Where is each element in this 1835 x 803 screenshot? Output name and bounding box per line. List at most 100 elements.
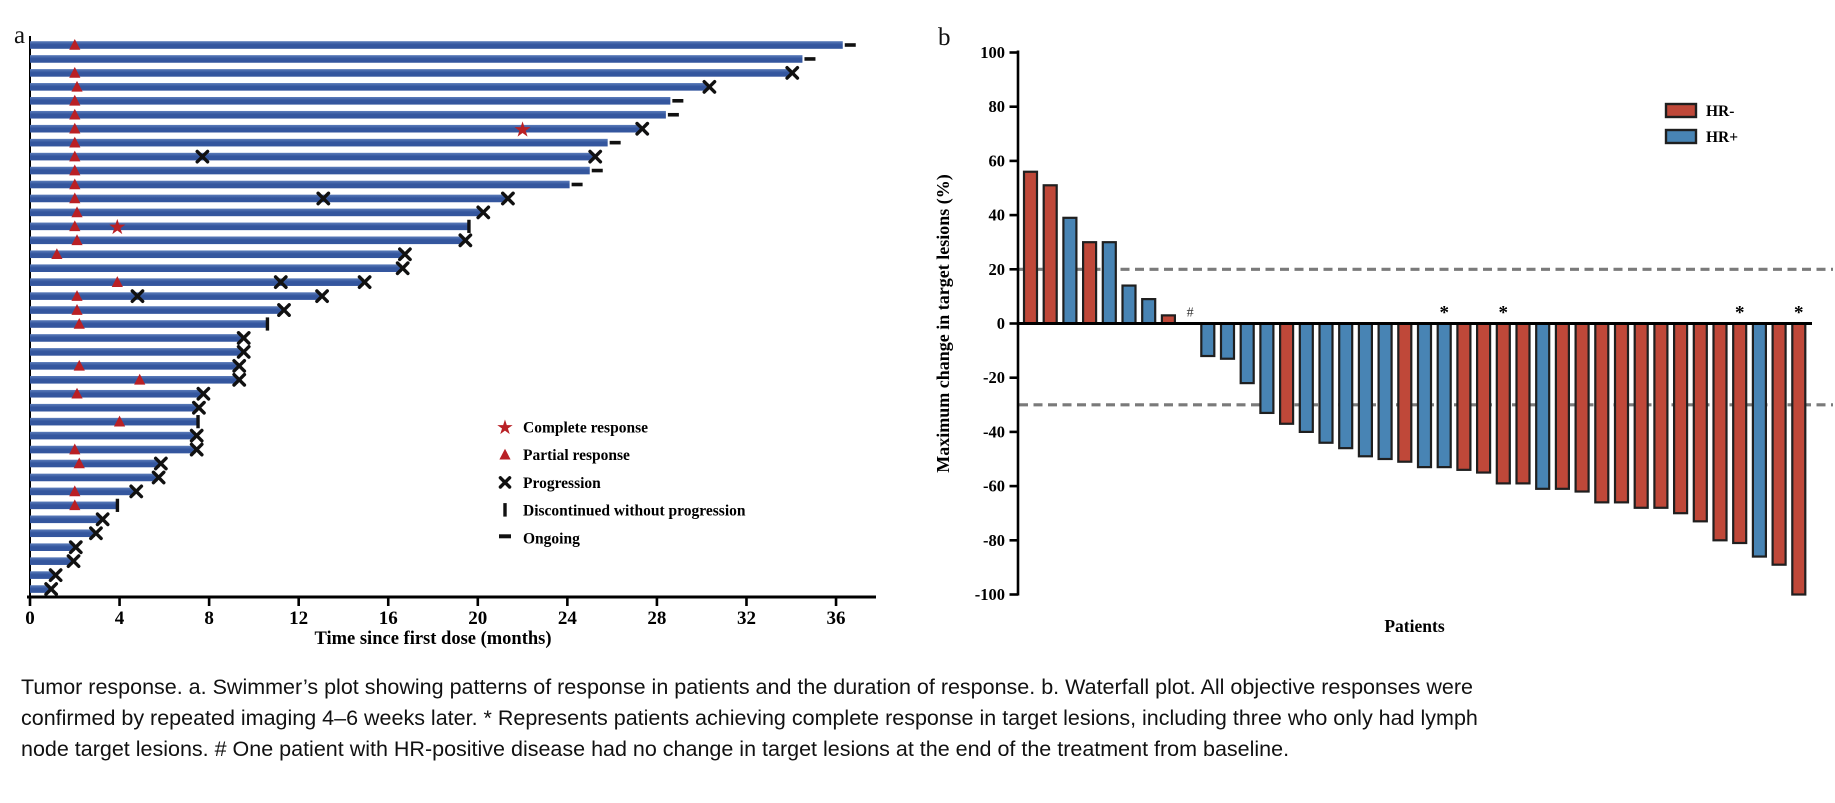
swimmer-bar: [30, 487, 136, 496]
swimmer-bar: [30, 543, 75, 551]
waterfall-bar: [1456, 322, 1472, 471]
waterfall-bar: [1692, 322, 1708, 523]
swimmer-bar: [30, 529, 95, 538]
x-tick-label: 28: [647, 608, 666, 629]
legend-discontinued-icon: [503, 503, 507, 517]
discontinued-icon: [467, 219, 471, 233]
progression-icon: [398, 247, 412, 262]
partial-response-icon: [71, 206, 83, 218]
legend-label: HR+: [1706, 129, 1738, 146]
swimmer-bar: [30, 376, 239, 384]
progression-icon: [501, 191, 515, 206]
waterfall-bar: [1732, 322, 1748, 545]
waterfall-bar: [1751, 322, 1768, 558]
waterfall-bar: [1239, 322, 1255, 385]
partial-response-icon: [71, 387, 83, 399]
partial-response-icon: [69, 164, 81, 176]
swimmer-bar: [30, 417, 198, 426]
swimmer-bar: [30, 180, 570, 189]
swimmer-bar: [30, 208, 483, 217]
partial-response-icon: [69, 108, 81, 120]
waterfall-bar: [1594, 322, 1610, 504]
waterfall-bar: [1574, 322, 1590, 493]
waterfall-bar: [1357, 322, 1374, 458]
x-tick-label: 24: [558, 608, 578, 629]
y-tick-label: 40: [989, 206, 1006, 225]
ongoing-icon: [804, 57, 816, 61]
complete-response-asterisk: *: [1794, 303, 1804, 324]
legend-label: Complete response: [523, 420, 648, 437]
legend-label: Ongoing: [523, 530, 580, 547]
discontinued-icon: [115, 498, 120, 512]
x-tick-label: 36: [827, 608, 846, 629]
x-tick-label: 8: [204, 608, 214, 629]
progression-icon: [196, 386, 211, 401]
ongoing-icon: [672, 99, 684, 103]
legend-progression-icon: [498, 476, 512, 489]
swimmer-bar: [30, 110, 666, 119]
waterfall-bar: [1436, 322, 1452, 469]
waterfall-bar: [1416, 322, 1433, 469]
figure-caption: Tumor response. a. Swimmer’s plot showin…: [21, 675, 1478, 762]
progression-icon: [189, 428, 204, 443]
waterfall-bar: [1121, 284, 1137, 325]
complete-response-asterisk: *: [1499, 303, 1509, 324]
ongoing-icon: [591, 168, 603, 173]
legend-partial-response-icon: [499, 448, 511, 460]
progression-icon: [277, 303, 291, 317]
y-tick-label: 20: [989, 260, 1006, 279]
y-tick-label: 80: [989, 97, 1006, 116]
ongoing-icon: [571, 182, 583, 187]
waterfall-bar: [1278, 322, 1295, 425]
partial-response-icon: [69, 39, 81, 50]
partial-response-icon: [69, 66, 81, 78]
partial-response-icon: [111, 276, 123, 287]
swimmer-bar: [30, 473, 158, 482]
progression-icon: [129, 484, 144, 499]
x-tick-label: 12: [289, 608, 308, 629]
legend-label: Partial response: [523, 447, 630, 464]
progression-icon: [232, 372, 247, 387]
swimmer-bar: [30, 152, 595, 161]
waterfall-bar: [1791, 322, 1807, 596]
swimmer-bar: [30, 124, 642, 133]
progression-icon: [236, 345, 251, 359]
waterfall-bar: [1259, 322, 1275, 415]
waterfall-bar: [1554, 322, 1571, 490]
y-tick-label: 0: [997, 314, 1005, 333]
partial-response-icon: [69, 122, 81, 134]
progression-icon: [702, 79, 717, 94]
partial-response-icon: [71, 304, 83, 315]
swimmer-bar: [30, 334, 243, 342]
swimmer-bar: [30, 445, 196, 454]
progression-icon: [66, 554, 81, 569]
progression-icon: [44, 582, 59, 596]
waterfall-bar: [1613, 322, 1630, 504]
progression-icon: [232, 358, 247, 373]
ongoing-icon: [844, 43, 856, 47]
swimmer-bar: [30, 138, 608, 147]
swimmer-bar: [30, 250, 404, 259]
ongoing-icon: [667, 112, 679, 117]
waterfall-bar: [1141, 298, 1157, 325]
partial-response-icon: [113, 415, 126, 427]
progression-icon: [458, 233, 473, 248]
progression-icon: [236, 331, 251, 345]
swimmer-bar: [30, 403, 198, 412]
swimmer-bar: [30, 69, 792, 77]
legend-label: Discontinued without progression: [523, 503, 746, 520]
partial-response-icon: [71, 80, 83, 92]
progression-icon: [95, 512, 110, 527]
panel-b-label: b: [938, 24, 951, 51]
progression-icon: [635, 121, 650, 136]
waterfall-bar: [1101, 241, 1117, 325]
swimmer-bar: [30, 306, 284, 314]
progression-icon: [785, 65, 800, 80]
waterfall-bar: [1062, 216, 1078, 325]
partial-response-icon: [73, 359, 85, 371]
y-tick-label: -80: [983, 531, 1005, 550]
swimmer-bar: [30, 585, 51, 593]
waterfall-bar: [1475, 322, 1492, 474]
swimmer-bar: [30, 292, 322, 300]
